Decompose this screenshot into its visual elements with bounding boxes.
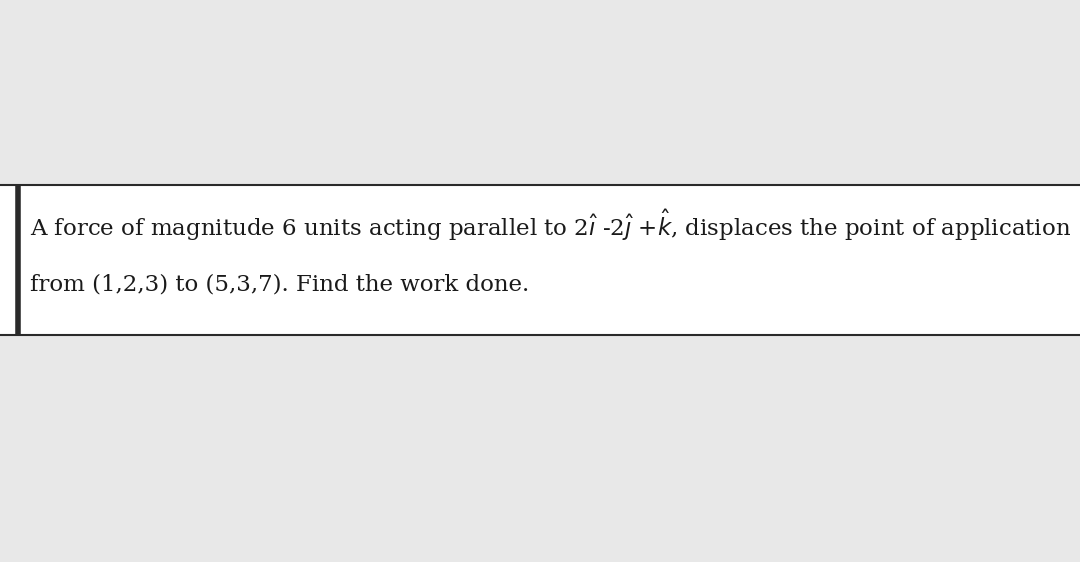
Text: from (1,2,3) to (5,3,7). Find the work done.: from (1,2,3) to (5,3,7). Find the work d… <box>30 274 529 296</box>
Bar <box>0 185 1080 335</box>
Text: A force of magnitude 6 units acting parallel to 2$\hat{\imath}$ -2$\hat{\jmath}$: A force of magnitude 6 units acting para… <box>30 207 1071 243</box>
